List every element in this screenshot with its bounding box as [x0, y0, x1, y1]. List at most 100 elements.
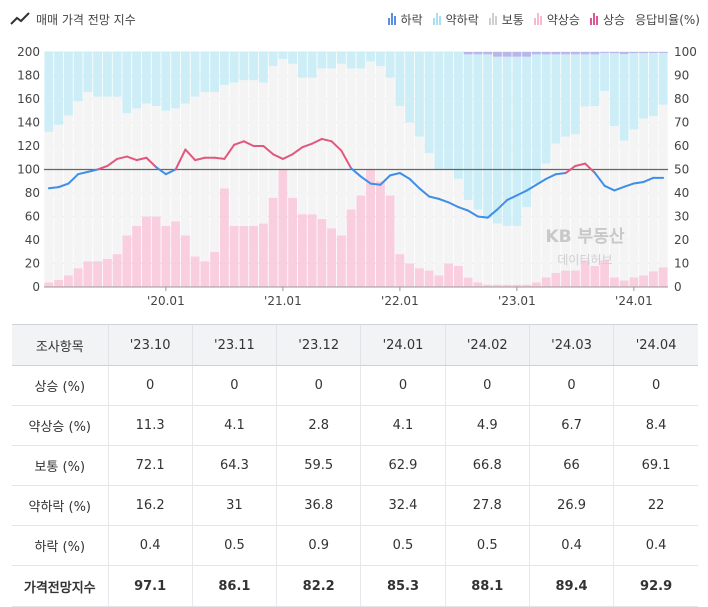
table-cell: 0 [277, 366, 361, 406]
table-cell: 62.9 [361, 446, 445, 486]
bar-down [493, 52, 502, 57]
legend-item-slight-down[interactable]: 약하락 [433, 11, 479, 28]
table-header-cell: '24.01 [361, 325, 445, 366]
bar-slight-down [434, 52, 443, 170]
bar-flat [269, 66, 278, 198]
bar-slight-up [210, 252, 219, 287]
table-cell: 86.1 [192, 566, 276, 607]
table-cell: 4.1 [361, 406, 445, 446]
bar-slight-down [230, 52, 239, 83]
bar-slight-up [395, 254, 404, 287]
bar-flat [483, 219, 492, 285]
bar-slight-up [425, 271, 434, 287]
bar-slight-up [74, 268, 83, 287]
bar-slight-up [317, 219, 326, 287]
bar-slight-up [288, 198, 297, 287]
bar-flat [503, 226, 512, 285]
chart-title: 매매 가격 전망 지수 [36, 11, 136, 28]
table-cell: 82.2 [277, 566, 361, 607]
y-right-tick-label: 90 [674, 69, 689, 83]
bar-flat [308, 78, 317, 214]
bar-down [542, 52, 551, 54]
table-row-down: 하락 (%) 0.4 0.5 0.9 0.5 0.5 0.4 0.4 [12, 526, 698, 566]
bar-slight-down [347, 52, 356, 68]
bar-slight-down [620, 54, 629, 140]
table-cell: 31 [192, 486, 276, 526]
bar-flat [327, 68, 336, 228]
table-row-slight-down: 약하락 (%) 16.2 31 36.8 32.4 27.8 26.9 22 [12, 486, 698, 526]
bar-slight-up [191, 256, 200, 287]
table-row-flat: 보통 (%) 72.1 64.3 59.5 62.9 66.8 66 69.1 [12, 446, 698, 486]
bar-slight-up [386, 195, 395, 287]
bar-slight-down [103, 52, 112, 97]
bar-down [629, 52, 638, 53]
bar-flat [512, 226, 521, 285]
y-right-tick-label: 40 [674, 186, 689, 200]
bar-slight-up [639, 275, 648, 287]
bar-slight-down [317, 52, 326, 68]
legend-item-flat[interactable]: 보통 [489, 11, 524, 28]
bar-slight-up [122, 235, 131, 287]
legend-item-down[interactable]: 하락 [388, 11, 423, 28]
table-cell: 0.5 [445, 526, 529, 566]
bar-flat [64, 115, 73, 275]
x-tick-label: '20.01 [147, 294, 185, 308]
legend-swatch-up-icon [590, 13, 599, 25]
bar-flat [83, 92, 92, 261]
table-row-up: 상승 (%) 0 0 0 0 0 0 0 [12, 366, 698, 406]
bar-slight-down [83, 52, 92, 92]
bar-slight-down [522, 57, 531, 207]
bar-down [483, 52, 492, 54]
bar-slight-down [473, 54, 482, 209]
bar-flat [415, 137, 424, 269]
row-label: 하락 (%) [12, 526, 108, 566]
bar-flat [288, 64, 297, 198]
bar-slight-down [249, 52, 258, 80]
bar-down [473, 52, 482, 54]
bar-flat [473, 209, 482, 282]
bar-slight-down [444, 52, 453, 170]
bar-flat [210, 92, 219, 252]
y-left-tick-label: 20 [25, 257, 40, 271]
bar-flat [113, 97, 122, 254]
bar-slight-down [269, 52, 278, 66]
bar-slight-up [132, 226, 141, 287]
table-cell: 27.8 [445, 486, 529, 526]
legend-item-up[interactable]: 상승 [590, 11, 625, 28]
table-cell: 22 [614, 486, 698, 526]
bar-slight-down [395, 52, 404, 106]
bar-flat [454, 179, 463, 266]
table-cell: 0.5 [192, 526, 276, 566]
bar-slight-up [83, 261, 92, 287]
bar-flat [200, 92, 209, 261]
bar-slight-up [152, 217, 161, 288]
table-cell: 69.1 [614, 446, 698, 486]
legend-swatch-down-icon [388, 13, 397, 25]
legend-label: 상승 [603, 11, 625, 28]
bar-slight-up [590, 266, 599, 287]
bar-flat [249, 80, 258, 226]
legend-item-slight-up[interactable]: 약상승 [534, 11, 580, 28]
bar-slight-down [386, 52, 395, 78]
bar-flat [132, 108, 141, 225]
table-cell: 11.3 [108, 406, 192, 446]
table-cell: 92.9 [614, 566, 698, 607]
bar-slight-down [200, 52, 209, 92]
bar-slight-down [161, 52, 170, 111]
y-left-tick-label: 120 [17, 139, 40, 153]
bar-slight-up [181, 235, 190, 287]
bar-slight-up [542, 278, 551, 287]
bar-slight-down [152, 52, 161, 106]
y-right-tick-label: 80 [674, 92, 689, 106]
table-cell: 0 [108, 366, 192, 406]
bar-flat [425, 153, 434, 270]
bar-down [600, 52, 609, 53]
legend-label: 하락 [401, 11, 423, 28]
y-right-tick-label: 10 [674, 257, 689, 271]
bar-slight-up [64, 275, 73, 287]
bar-slight-down [600, 53, 609, 91]
bar-flat [395, 106, 404, 254]
y-left-tick-label: 80 [25, 186, 40, 200]
table-cell: 89.4 [529, 566, 613, 607]
